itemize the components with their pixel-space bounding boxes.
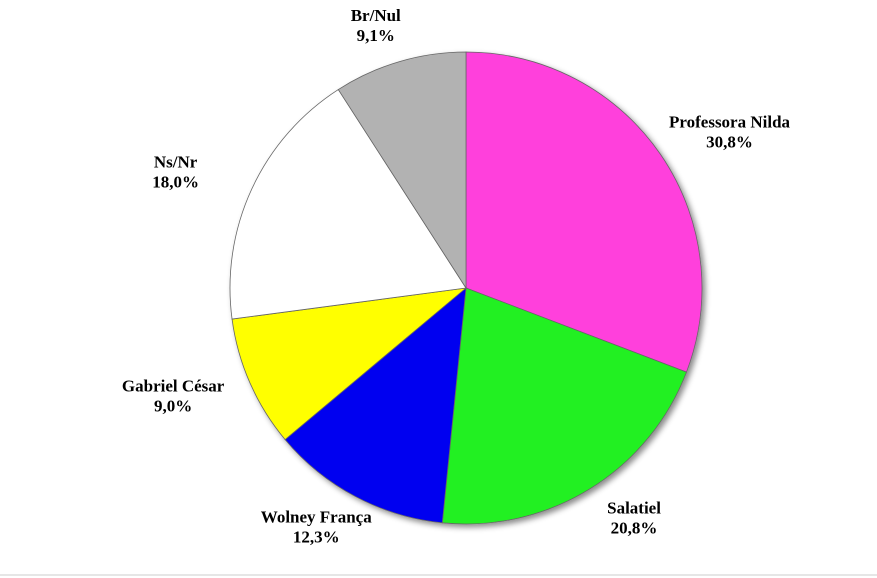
pie-slice (229, 88, 467, 320)
pie (229, 51, 703, 525)
value-label: 20,8% (611, 518, 658, 537)
value-label: 18,0% (152, 173, 199, 192)
value-label: 9,1% (357, 26, 395, 45)
pie-slice (284, 287, 467, 524)
slice-label: Gabriel César (122, 376, 225, 395)
value-label: 9,0% (154, 396, 192, 415)
pie-slice (441, 287, 688, 525)
value-label: 30,8% (706, 133, 753, 152)
slice-label: Wolney França (261, 507, 372, 526)
slice-label: Ns/Nr (154, 153, 198, 172)
slice-label: Salatiel (607, 498, 661, 517)
slice-label: Professora Nilda (669, 113, 791, 132)
value-label: 12,3% (293, 527, 340, 546)
pie-slice (465, 51, 703, 373)
pie-slice (337, 51, 467, 290)
pie-slice (231, 287, 468, 441)
slice-label: Br/Nul (351, 6, 401, 25)
